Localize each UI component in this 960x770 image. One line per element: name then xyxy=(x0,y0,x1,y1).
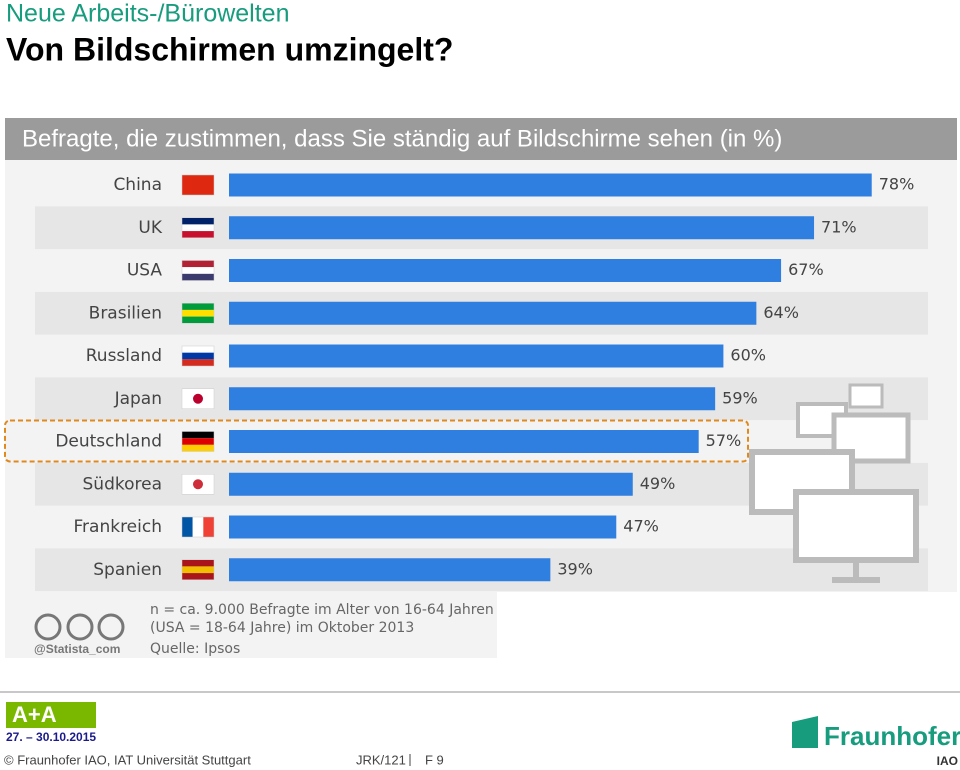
slide-title: Von Bildschirmen umzingelt? xyxy=(6,31,453,67)
value-label: 57% xyxy=(706,431,742,450)
value-label: 60% xyxy=(730,346,766,365)
value-label: 71% xyxy=(821,217,857,236)
flag xyxy=(182,431,214,439)
value-label: 47% xyxy=(623,517,659,536)
kicker: Neue Arbeits-/Bürowelten xyxy=(6,0,289,28)
bar xyxy=(229,515,617,539)
flag xyxy=(193,479,203,490)
event-logo: A+A xyxy=(6,702,96,728)
flag xyxy=(182,273,214,281)
copyright: © Fraunhofer IAO, IAT Universität Stuttg… xyxy=(4,752,251,767)
category-label: Frankreich xyxy=(74,517,163,537)
highlight-box xyxy=(4,419,749,463)
flag xyxy=(182,231,214,238)
bar xyxy=(229,472,633,496)
flag xyxy=(182,566,214,574)
flag-border xyxy=(181,388,215,409)
bar xyxy=(229,301,757,325)
monitor-icons xyxy=(749,383,919,583)
category-label: Brasilien xyxy=(89,303,162,323)
flag xyxy=(203,517,214,537)
flag xyxy=(193,393,203,404)
rows: China 78% UK 71% USA 67% Brasilien 64% Russland 6… xyxy=(4,173,928,592)
note: Quelle: Ipsos xyxy=(150,641,240,657)
flag xyxy=(192,517,204,537)
flag xyxy=(182,359,214,366)
value-label: 59% xyxy=(722,388,758,407)
category-label: Südkorea xyxy=(83,474,163,494)
note-bg xyxy=(5,592,497,658)
banner xyxy=(5,118,957,160)
value-label: 64% xyxy=(763,303,799,322)
value-label: 39% xyxy=(557,559,593,578)
flag xyxy=(182,444,214,452)
category-label: USA xyxy=(127,261,163,281)
category-label: Japan xyxy=(114,389,162,409)
flag xyxy=(182,573,214,580)
brand: Fraunhofer xyxy=(824,721,960,751)
flag-border xyxy=(181,174,215,196)
flag-border xyxy=(181,217,215,238)
flag xyxy=(182,316,214,324)
flag xyxy=(182,303,214,310)
note: (USA = 18-64 Jahre) im Oktober 2013 xyxy=(150,620,414,636)
flag xyxy=(182,224,214,232)
bar xyxy=(229,558,551,582)
category-label: China xyxy=(113,175,162,195)
flag xyxy=(182,267,214,274)
value-label: 67% xyxy=(788,260,824,279)
cc-icons xyxy=(34,613,125,641)
flag xyxy=(182,217,214,225)
flag xyxy=(182,438,214,445)
flag xyxy=(182,346,214,353)
flag-border xyxy=(181,260,215,281)
flag xyxy=(182,352,214,360)
flag xyxy=(182,175,214,195)
fraunhofer-mark xyxy=(792,716,818,748)
flag-border xyxy=(181,559,215,580)
flag-border xyxy=(181,345,215,367)
flag-border xyxy=(181,516,215,538)
bar xyxy=(229,387,716,411)
brand-unit: IAO xyxy=(937,754,958,768)
flag-border xyxy=(181,431,215,452)
category-label: Spanien xyxy=(93,560,162,580)
flag xyxy=(182,559,214,567)
category-label: Russland xyxy=(86,346,162,366)
svg-text:A+A: A+A xyxy=(12,702,57,727)
bar xyxy=(229,216,815,240)
page-number: F 9 xyxy=(425,752,444,767)
bar xyxy=(229,173,872,197)
bar xyxy=(229,344,724,368)
bar xyxy=(229,259,782,282)
value-label: 78% xyxy=(879,175,915,194)
category-label: UK xyxy=(138,218,162,238)
chart-title: Befragte, die zustimmen, dass Sie ständi… xyxy=(22,125,782,152)
source-handle: @Statista_com xyxy=(34,642,120,656)
flag-border xyxy=(181,474,215,495)
flag-border xyxy=(181,303,215,324)
category-label: Deutschland xyxy=(55,432,162,452)
event-date: 27. – 30.10.2015 xyxy=(6,730,96,744)
flag xyxy=(182,309,214,317)
note: n = ca. 9.000 Befragte im Alter von 16-6… xyxy=(150,602,494,618)
doc-id: JRK/121 xyxy=(356,752,406,767)
value-label: 49% xyxy=(640,474,676,493)
bar xyxy=(229,430,699,453)
flag xyxy=(182,517,193,537)
flag xyxy=(182,260,214,268)
